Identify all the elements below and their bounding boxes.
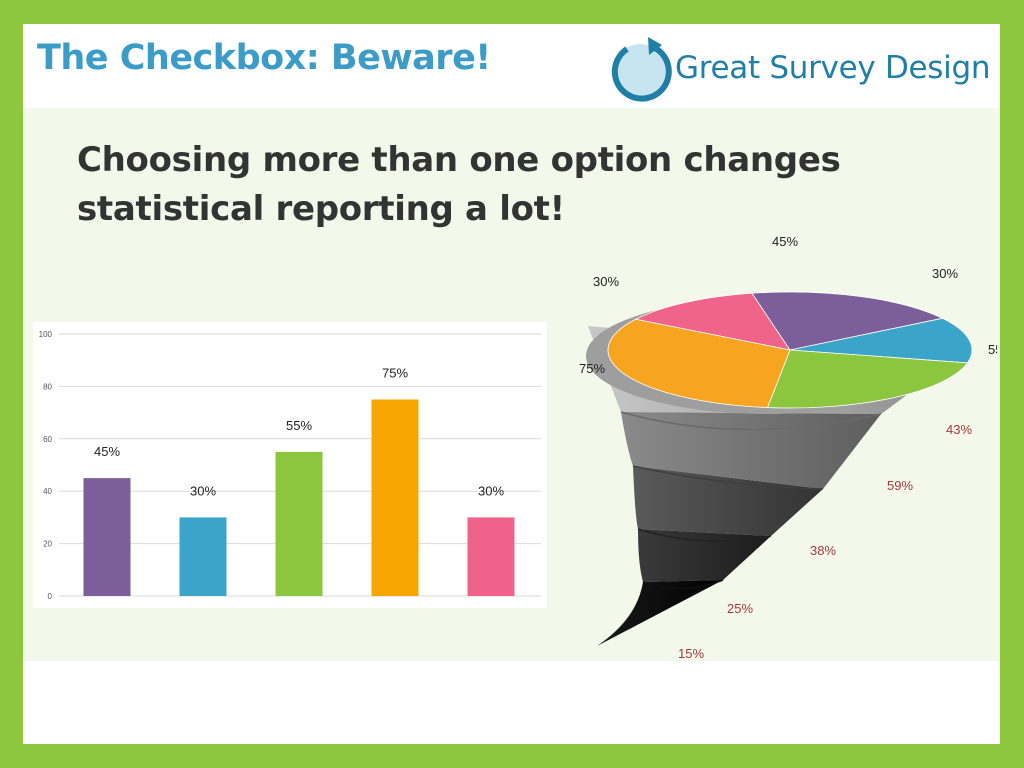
pie-slice-label: 30% <box>932 266 958 281</box>
bar-data-label: 55% <box>286 418 312 433</box>
pie-slice-label: 55% <box>988 342 997 357</box>
bar <box>467 517 515 596</box>
funnel-band <box>621 412 881 489</box>
funnel-labels: 43% 59% 38% 25% 15% <box>678 422 972 661</box>
page-title: The Checkbox: Beware! <box>37 38 491 78</box>
bar-data-label: 45% <box>94 444 120 459</box>
funnel-level-label: 59% <box>887 478 913 493</box>
logo-text: Great Survey Design <box>675 50 991 86</box>
funnel-level-label: 25% <box>727 601 753 616</box>
bar-data-label: 75% <box>382 366 408 381</box>
funnel-level-label: 15% <box>678 646 704 661</box>
y-tick-label: 20 <box>43 540 52 549</box>
pie-labels: 30% 45% 30% 55% 75% <box>579 234 997 376</box>
subtitle: Choosing more than one option changes st… <box>77 136 897 234</box>
bar-data-label: 30% <box>478 483 504 498</box>
bar-chart-card: 0 20 40 60 80 100 45% 30% 55% 75% 30% <box>33 322 547 608</box>
bar <box>275 451 323 596</box>
bar-data-label: 30% <box>190 483 216 498</box>
y-tick-label: 100 <box>39 330 53 339</box>
funnel-band <box>638 529 771 582</box>
funnel-band <box>597 580 723 646</box>
logo: Great Survey Design <box>609 32 999 102</box>
bar <box>83 478 131 596</box>
subtitle-line-1: Choosing more than one option changes <box>77 140 841 180</box>
y-tick-label: 40 <box>43 487 52 496</box>
bar <box>179 517 227 596</box>
subtitle-line-2: statistical reporting a lot! <box>77 189 565 229</box>
y-tick-label: 80 <box>43 382 52 391</box>
pie-slice-label: 45% <box>772 234 798 249</box>
funnel-level-label: 38% <box>810 543 836 558</box>
funnel-level-label: 43% <box>946 422 972 437</box>
pie-slices <box>607 291 973 409</box>
content-area: Choosing more than one option changes st… <box>23 108 1000 661</box>
pie-slice-label: 75% <box>579 361 605 376</box>
slide: The Checkbox: Beware! Great Survey Desig… <box>23 24 1000 744</box>
pie-slice <box>766 349 969 409</box>
bar-chart: 0 20 40 60 80 100 45% 30% 55% 75% 30% <box>39 330 541 601</box>
funnel-band <box>633 466 823 536</box>
pie-slice <box>789 317 973 364</box>
y-tick-label: 60 <box>43 435 52 444</box>
bar <box>371 399 419 596</box>
pie-slice-label: 30% <box>593 274 619 289</box>
circular-arrow-icon <box>611 37 672 102</box>
funnel-pie-chart: 30% 45% 30% 55% 75% 43% 59% 38% 25% 15% <box>579 234 997 661</box>
y-tick-label: 0 <box>48 592 53 601</box>
pie-slice <box>751 291 944 351</box>
pie-slice <box>634 292 791 351</box>
pie-slice <box>607 318 791 408</box>
